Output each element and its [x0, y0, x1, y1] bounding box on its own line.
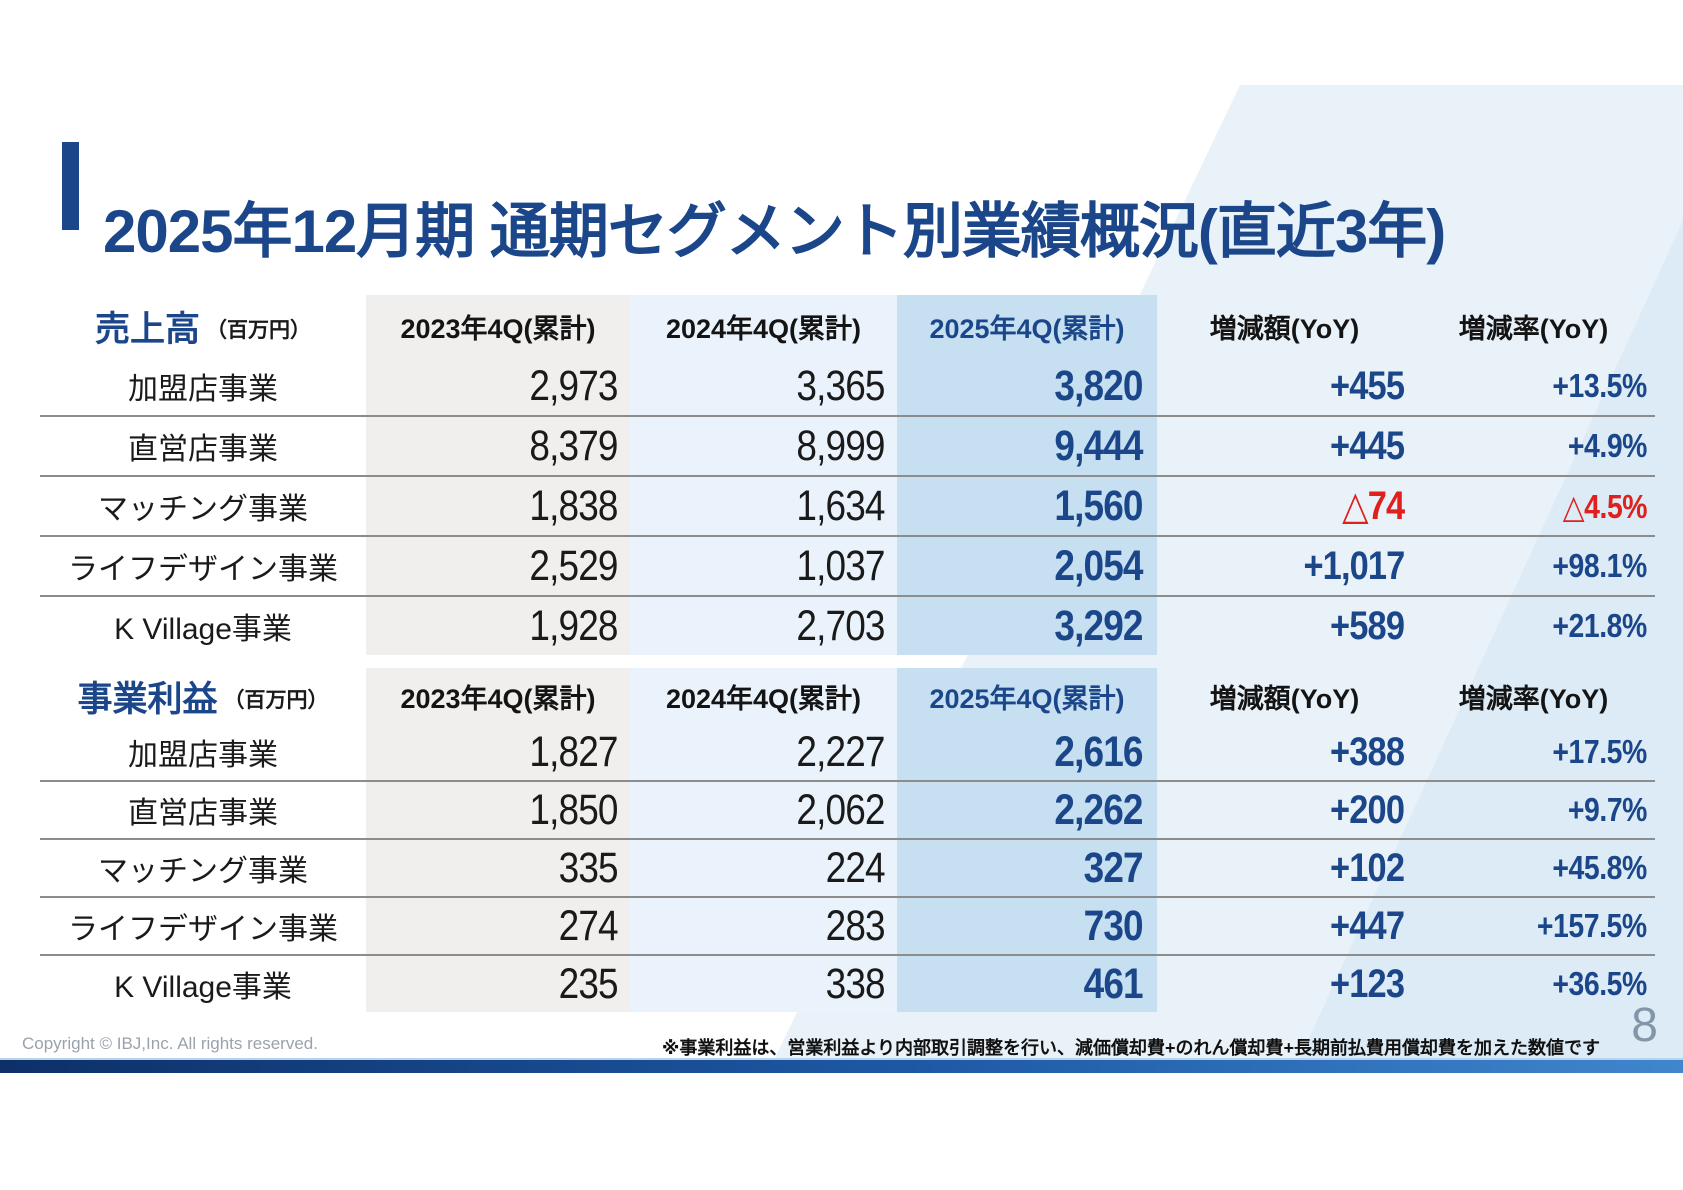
- table-header-row: 売上高 （百万円） 2023年4Q(累計) 2024年4Q(累計) 2025年4…: [40, 295, 1655, 357]
- yoy-rate-cell: △4.5%: [1562, 487, 1648, 525]
- value-2023-cell: 235: [366, 956, 630, 1012]
- segment-table: 事業利益 （百万円） 2023年4Q(累計) 2024年4Q(累計) 2025年…: [40, 668, 1655, 1012]
- section-unit: （百万円）: [206, 319, 311, 342]
- column-header-2025: 2025年4Q(累計): [897, 295, 1157, 357]
- yoy-rate-cell: +9.7%: [1567, 791, 1648, 828]
- value-2025-cell: 9,444: [897, 417, 1157, 475]
- value-2025-cell: 327: [897, 840, 1157, 896]
- yoy-rate-cell: +21.8%: [1552, 607, 1648, 644]
- value-2023-cell: 1,838: [366, 477, 630, 535]
- yoy-rate-cell: +4.9%: [1567, 427, 1648, 464]
- column-header-yoy-rate: 増減率(YoY): [1458, 313, 1609, 344]
- value-2024-cell: 3,365: [630, 357, 897, 415]
- table-row: K Village事業 1,928 2,703 3,292 +589 +21.8…: [40, 595, 1655, 655]
- segment-table: 売上高 （百万円） 2023年4Q(累計) 2024年4Q(累計) 2025年4…: [40, 295, 1655, 655]
- table-row: 直営店事業 8,379 8,999 9,444 +445 +4.9%: [40, 415, 1655, 475]
- row-label-cell: 直営店事業: [128, 433, 278, 466]
- value-2024-cell: 8,999: [630, 417, 897, 475]
- row-label-cell: 直営店事業: [128, 797, 278, 830]
- yoy-amount-cell: △74: [1341, 484, 1405, 528]
- table-row: K Village事業 235 338 461 +123 +36.5%: [40, 954, 1655, 1012]
- row-label-cell: ライフデザイン事業: [68, 913, 338, 946]
- yoy-amount-cell: +388: [1329, 729, 1405, 774]
- table-row: マッチング事業 1,838 1,634 1,560 △74 △4.5%: [40, 475, 1655, 535]
- value-2024-cell: 283: [630, 898, 897, 954]
- bottom-accent-bar: [0, 1058, 1683, 1073]
- yoy-amount-cell: +102: [1329, 845, 1405, 890]
- yoy-rate-cell: +157.5%: [1537, 907, 1647, 944]
- footnote-text: ※事業利益は、営業利益より内部取引調整を行い、減価償却費+のれん償却費+長期前払…: [661, 1038, 1600, 1058]
- column-header-2025: 2025年4Q(累計): [897, 668, 1157, 724]
- table-row: 直営店事業 1,850 2,062 2,262 +200 +9.7%: [40, 780, 1655, 838]
- table-header-row: 事業利益 （百万円） 2023年4Q(累計) 2024年4Q(累計) 2025年…: [40, 668, 1655, 724]
- value-2023-cell: 1,928: [366, 597, 630, 655]
- page-number: 8: [1631, 999, 1658, 1052]
- value-2024-cell: 2,062: [630, 782, 897, 838]
- value-2023-cell: 8,379: [366, 417, 630, 475]
- value-2024-cell: 1,037: [630, 537, 897, 595]
- section-title-cell: 売上高 （百万円）: [40, 295, 366, 357]
- row-label-cell: K Village事業: [114, 971, 292, 1004]
- title-accent-bar: [62, 142, 79, 230]
- value-2025-cell: 461: [897, 956, 1157, 1012]
- section-unit: （百万円）: [223, 689, 329, 712]
- column-header-2023: 2023年4Q(累計): [366, 668, 630, 724]
- column-header-2024: 2024年4Q(累計): [630, 295, 897, 357]
- value-2023-cell: 1,850: [366, 782, 630, 838]
- table-row: ライフデザイン事業 2,529 1,037 2,054 +1,017 +98.1…: [40, 535, 1655, 595]
- value-2024-cell: 224: [630, 840, 897, 896]
- copyright-text: Copyright © IBJ,Inc. All rights reserved…: [22, 1034, 318, 1053]
- table-row: 加盟店事業 1,827 2,227 2,616 +388 +17.5%: [40, 724, 1655, 780]
- value-2023-cell: 2,973: [366, 357, 630, 415]
- row-label-cell: マッチング事業: [98, 493, 308, 526]
- value-2025-cell: 2,616: [897, 724, 1157, 780]
- value-2023-cell: 1,827: [366, 724, 630, 780]
- yoy-rate-cell: +98.1%: [1552, 547, 1648, 584]
- value-2024-cell: 2,227: [630, 724, 897, 780]
- column-header-yoy-amount: 増減額(YoY): [1209, 683, 1360, 714]
- section-title: 事業利益: [77, 679, 218, 719]
- value-2025-cell: 2,054: [897, 537, 1157, 595]
- column-header-2023: 2023年4Q(累計): [366, 295, 630, 357]
- yoy-amount-cell: +589: [1329, 603, 1405, 648]
- yoy-amount-cell: +447: [1329, 903, 1405, 948]
- yoy-rate-cell: +13.5%: [1552, 367, 1648, 404]
- yoy-rate-cell: +45.8%: [1552, 849, 1648, 886]
- row-label-cell: 加盟店事業: [128, 373, 278, 406]
- column-header-yoy-rate: 増減率(YoY): [1458, 683, 1609, 714]
- yoy-amount-cell: +200: [1329, 787, 1405, 832]
- value-2025-cell: 730: [897, 898, 1157, 954]
- value-2023-cell: 2,529: [366, 537, 630, 595]
- yoy-rate-cell: +36.5%: [1552, 965, 1648, 1002]
- yoy-amount-cell: +1,017: [1302, 543, 1405, 588]
- row-label-cell: 加盟店事業: [128, 739, 278, 772]
- table-row: マッチング事業 335 224 327 +102 +45.8%: [40, 838, 1655, 896]
- value-2025-cell: 3,292: [897, 597, 1157, 655]
- table-row: ライフデザイン事業 274 283 730 +447 +157.5%: [40, 896, 1655, 954]
- yoy-rate-cell: +17.5%: [1552, 733, 1648, 770]
- table-row: 加盟店事業 2,973 3,365 3,820 +455 +13.5%: [40, 357, 1655, 415]
- yoy-amount-cell: +455: [1329, 363, 1405, 408]
- value-2024-cell: 2,703: [630, 597, 897, 655]
- row-label-cell: K Village事業: [114, 613, 292, 646]
- column-header-yoy-amount: 増減額(YoY): [1209, 313, 1360, 344]
- value-2024-cell: 1,634: [630, 477, 897, 535]
- yoy-amount-cell: +445: [1329, 423, 1405, 468]
- row-label-cell: マッチング事業: [98, 855, 308, 888]
- value-2025-cell: 3,820: [897, 357, 1157, 415]
- value-2023-cell: 274: [366, 898, 630, 954]
- column-header-2024: 2024年4Q(累計): [630, 668, 897, 724]
- section-title-cell: 事業利益 （百万円）: [40, 668, 366, 724]
- value-2025-cell: 2,262: [897, 782, 1157, 838]
- value-2023-cell: 335: [366, 840, 630, 896]
- value-2025-cell: 1,560: [897, 477, 1157, 535]
- row-label-cell: ライフデザイン事業: [68, 553, 338, 586]
- value-2024-cell: 338: [630, 956, 897, 1012]
- yoy-amount-cell: +123: [1329, 961, 1405, 1006]
- page-title: 2025年12月期 通期セグメント別業績概況(直近3年): [103, 197, 1446, 265]
- section-title: 売上高: [94, 309, 200, 349]
